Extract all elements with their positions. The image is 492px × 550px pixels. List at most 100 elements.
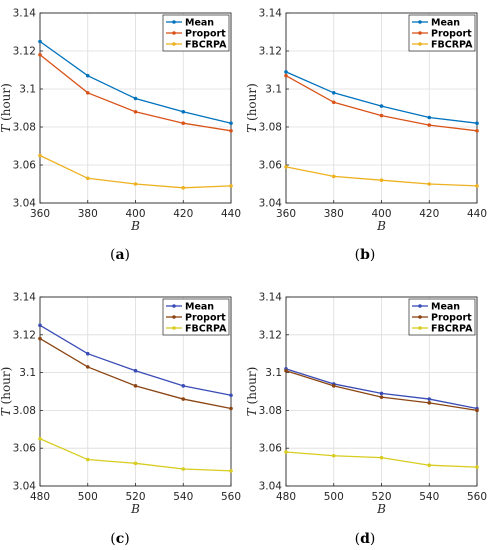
x-tick-label: 520	[125, 491, 145, 503]
data-point-fbcrpa	[85, 457, 90, 462]
data-point-mean	[427, 397, 432, 401]
data-point-proport	[379, 395, 384, 399]
data-point-fbcrpa	[427, 463, 432, 468]
y-tick-label: 3.04	[259, 481, 283, 493]
y-tick-label: 3.04	[13, 481, 37, 493]
legend-label-fbcrpa: FBCRPA	[185, 40, 227, 51]
legend-label-fbcrpa: FBCRPA	[431, 40, 473, 51]
chart-panel-d: 480 500 520 540 560 3.04 3.06 3.08 3.1 3.12 3.14 B T…	[245, 292, 487, 548]
y-tick-label: 3.14	[13, 292, 37, 304]
legend-marker-proport	[418, 31, 422, 35]
y-tick-label: 3.12	[259, 329, 282, 341]
y-tick-label: 3.06	[259, 443, 283, 455]
x-axis-label: B	[130, 502, 140, 516]
legend-marker-mean	[172, 304, 176, 308]
data-point-fbcrpa	[331, 174, 336, 179]
x-tick-label: 420	[419, 208, 439, 220]
y-axis-symbol: T	[245, 121, 259, 133]
x-tick-label: 560	[467, 491, 487, 503]
data-point-proport	[284, 73, 288, 78]
data-point-proport	[229, 129, 233, 133]
panel-caption: (c)	[110, 531, 129, 547]
data-point-mean	[475, 121, 479, 125]
data-point-mean	[284, 70, 288, 74]
x-tick-label: 400	[371, 208, 391, 220]
y-axis-symbol: T	[0, 121, 13, 133]
data-point-proport	[133, 384, 138, 388]
legend-label-fbcrpa: FBCRPA	[431, 324, 473, 335]
y-tick-label: 3.06	[13, 443, 37, 455]
data-point-fbcrpa	[475, 184, 479, 188]
y-axis-symbol: T	[0, 404, 13, 416]
data-point-proport	[85, 365, 90, 369]
data-point-fbcrpa	[181, 186, 186, 190]
legend-marker-fbcrpa	[418, 42, 422, 46]
caption-close: )	[370, 247, 375, 263]
panel-caption: (a)	[110, 247, 130, 263]
legend-marker-proport	[172, 315, 176, 319]
legend-label-mean: Mean	[185, 18, 214, 29]
data-point-proport	[475, 129, 479, 133]
caption-letter: a	[115, 247, 124, 263]
y-tick-label: 3.1	[19, 367, 36, 379]
x-axis-label: B	[130, 219, 140, 233]
x-tick-label: 380	[324, 208, 344, 220]
data-point-mean	[85, 73, 90, 78]
data-point-fbcrpa	[133, 182, 138, 186]
panel-caption: (d)	[355, 531, 376, 547]
caption-open: (	[110, 247, 115, 263]
data-point-mean	[38, 323, 42, 328]
data-point-mean	[379, 104, 384, 108]
data-point-proport	[475, 408, 479, 413]
data-point-fbcrpa	[379, 178, 384, 182]
x-tick-label: 400	[125, 208, 145, 220]
legend-label-fbcrpa: FBCRPA	[185, 324, 227, 335]
caption-open: (	[355, 247, 360, 263]
data-point-proport	[85, 91, 90, 95]
y-axis-label: T (hour)	[0, 367, 13, 417]
legend-marker-proport	[418, 315, 422, 319]
data-point-fbcrpa	[38, 436, 42, 441]
y-tick-label: 3.1	[19, 84, 36, 96]
x-tick-label: 360	[30, 208, 50, 220]
legend-marker-mean	[418, 20, 422, 24]
data-point-mean	[379, 391, 384, 396]
y-tick-label: 3.14	[259, 8, 283, 20]
y-tick-label: 3.1	[265, 367, 282, 379]
legend-marker-mean	[418, 304, 422, 308]
data-point-mean	[229, 121, 233, 125]
data-point-mean	[229, 393, 233, 398]
y-tick-label: 3.08	[13, 405, 36, 417]
data-point-mean	[427, 115, 432, 120]
legend-label-proport: Proport	[431, 313, 472, 324]
chart-panel-a: 360 380 400 420 440 3.04 3.06 3.08 3.1 3.12 3.14 B T…	[0, 8, 241, 264]
data-point-mean	[133, 368, 138, 373]
y-axis-unit: (hour)	[0, 367, 13, 405]
y-axis-label: T (hour)	[0, 83, 13, 133]
data-point-fbcrpa	[379, 455, 384, 460]
y-tick-label: 3.04	[13, 198, 37, 210]
caption-letter: d	[360, 531, 370, 547]
y-axis-unit: (hour)	[0, 83, 13, 121]
x-tick-label: 520	[371, 491, 391, 503]
data-point-mean	[133, 96, 138, 101]
data-point-fbcrpa	[85, 176, 90, 181]
data-point-mean	[181, 110, 186, 114]
legend-marker-fbcrpa	[418, 326, 422, 330]
legend-label-proport: Proport	[185, 313, 226, 324]
caption-letter: b	[360, 247, 370, 263]
legend-label-mean: Mean	[431, 18, 460, 29]
data-point-proport	[379, 113, 384, 118]
data-point-fbcrpa	[284, 165, 288, 169]
y-axis-label: T (hour)	[245, 83, 259, 133]
panel-caption: (b)	[355, 247, 376, 263]
caption-open: (	[110, 531, 115, 547]
x-tick-label: 500	[324, 491, 344, 503]
y-tick-label: 3.12	[13, 46, 36, 58]
x-axis-label: B	[376, 502, 386, 516]
legend-label-proport: Proport	[185, 29, 226, 40]
caption-letter: c	[116, 531, 125, 547]
data-point-fbcrpa	[331, 453, 336, 458]
data-point-fbcrpa	[229, 184, 233, 188]
